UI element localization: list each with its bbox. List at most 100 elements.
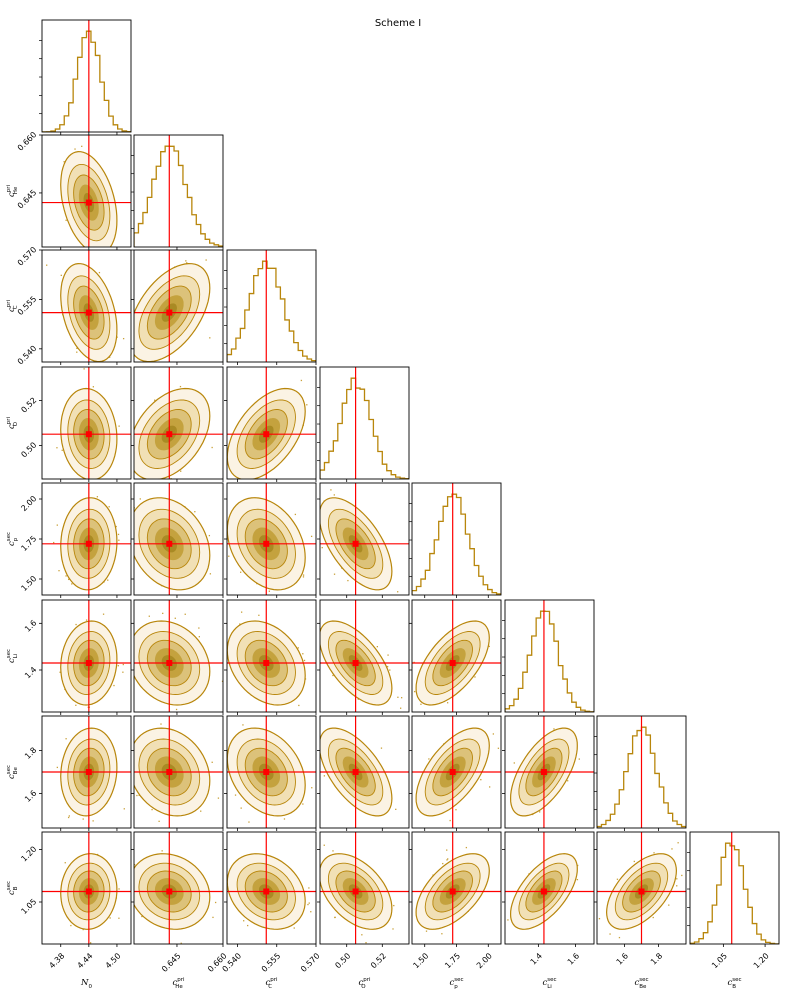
x-tick-label-N0: 4.38 xyxy=(47,951,66,970)
x-tick-label-c_C_pri: 0.570 xyxy=(299,951,322,974)
panel-c_p_sec-vs-c_C_pri xyxy=(224,482,317,598)
x-tick-label-c_p_sec: 1.50 xyxy=(411,951,430,970)
y-tick-label-c_He_pri: 0.645 xyxy=(16,188,39,211)
panel-c_C_pri-vs-c_He_pri xyxy=(131,249,224,365)
y-axis-label-c_p_sec: csecp xyxy=(6,532,19,546)
y-tick-label-c_B_sec: 1.20 xyxy=(19,845,38,864)
panel-c_B_sec-vs-c_p_sec: 1.50 1.75 2.00 xyxy=(409,831,502,970)
x-axis-label-c_O_pri: cpri O xyxy=(358,977,371,990)
truth-marker xyxy=(449,888,456,895)
y-axis-label-c_Li_sec: csecLi xyxy=(6,649,19,663)
truth-marker xyxy=(85,199,92,206)
panel-c_B_sec-vs-c_O_pri: 0.50 0.52 xyxy=(317,831,410,970)
panel-frame xyxy=(41,366,132,480)
panel-frame xyxy=(319,715,410,829)
y-axis-label-c_C_pri: cpriC xyxy=(6,300,19,313)
y-tick-label-c_He_pri: 0.660 xyxy=(16,130,39,153)
histogram-c_p_sec xyxy=(412,493,501,595)
panel-frame xyxy=(596,831,687,945)
panel-frame xyxy=(596,715,687,829)
y-axis-label-c_O_pri: cpriO xyxy=(6,417,19,430)
truth-marker xyxy=(449,769,456,775)
truth-marker xyxy=(540,769,547,775)
panel-c_p_sec-vs-c_p_sec xyxy=(409,482,502,598)
truth-marker xyxy=(263,660,270,666)
x-tick-label-c_p_sec: 1.75 xyxy=(443,951,462,970)
panel-frame xyxy=(504,715,595,829)
y-tick-label-c_p_sec: 1.75 xyxy=(19,534,38,553)
truth-marker xyxy=(85,769,92,775)
panel-c_B_sec-vs-c_B_sec: 1.05 1.20 xyxy=(687,831,780,970)
truth-marker xyxy=(638,888,645,895)
panel-c_Li_sec-vs-c_Li_sec xyxy=(502,599,595,715)
truth-marker xyxy=(263,769,270,775)
truth-marker xyxy=(263,888,270,895)
y-tick-label-c_p_sec: 1.50 xyxy=(19,574,38,593)
histogram-N0 xyxy=(42,30,131,132)
panel-c_O_pri-vs-c_C_pri xyxy=(224,366,317,482)
histogram-c_Li_sec xyxy=(505,610,594,712)
y-tick-label-c_Be_sec: 1.6 xyxy=(23,789,38,804)
panel-c_Be_sec-vs-c_C_pri xyxy=(224,715,317,831)
panel-frame xyxy=(41,19,132,133)
truth-marker xyxy=(85,431,92,438)
x-tick-label-c_Li_sec: 1.4 xyxy=(529,951,544,966)
panel-N0-vs-N0 xyxy=(39,19,132,135)
panel-c_O_pri-vs-N0: 0.50 0.52 xyxy=(19,366,132,482)
panel-c_Li_sec-vs-c_O_pri xyxy=(317,599,410,715)
y-tick-label-c_p_sec: 2.00 xyxy=(19,494,38,513)
truth-marker xyxy=(166,309,173,316)
panel-c_p_sec-vs-N0: 1.50 1.75 2.00 xyxy=(19,482,132,598)
x-tick-label-c_O_pri: 0.50 xyxy=(333,951,352,970)
truth-marker xyxy=(166,540,173,547)
y-tick-label-c_O_pri: 0.52 xyxy=(19,396,38,415)
panel-frame xyxy=(504,831,595,945)
panel-frame xyxy=(226,366,317,480)
y-tick-label-c_C_pri: 0.540 xyxy=(16,344,39,367)
truth-marker xyxy=(352,540,359,547)
x-axis-label-c_C_pri: cpri C xyxy=(265,977,278,990)
y-tick-label-c_O_pri: 0.50 xyxy=(19,440,38,459)
x-axis-label-c_Be_sec: csec Be xyxy=(634,977,648,990)
x-tick-label-c_p_sec: 2.00 xyxy=(475,951,494,970)
y-axis-label-c_B_sec: csecB xyxy=(6,881,19,895)
panel-frame xyxy=(319,831,410,945)
x-tick-label-c_C_pri: 0.555 xyxy=(260,951,283,974)
panel-frame xyxy=(319,366,410,480)
truth-marker xyxy=(540,888,547,895)
y-tick-label-c_B_sec: 1.05 xyxy=(19,897,38,916)
panel-frame xyxy=(41,134,132,248)
x-axis-label-c_B_sec: csec B xyxy=(727,977,741,990)
histogram-c_O_pri xyxy=(320,377,409,479)
x-axis-label-c_He_pri: cpri He xyxy=(172,977,185,990)
x-tick-label-N0: 4.44 xyxy=(76,951,95,970)
panel-c_B_sec-vs-c_C_pri: 0.540 0.555 0.570 xyxy=(221,831,322,974)
x-tick-label-c_He_pri: 0.645 xyxy=(160,951,183,974)
panel-frame xyxy=(41,715,132,829)
x-axis-label-N0: N0 xyxy=(80,978,92,990)
panel-frame xyxy=(41,599,132,713)
truth-marker xyxy=(85,888,92,895)
truth-marker xyxy=(449,660,456,666)
truth-marker xyxy=(85,660,92,666)
x-tick-label-N0: 4.50 xyxy=(104,951,123,970)
panel-frame xyxy=(133,249,224,363)
panel-c_p_sec-vs-c_O_pri xyxy=(317,482,410,598)
truth-marker xyxy=(166,769,173,775)
truth-marker xyxy=(352,660,359,666)
x-tick-label-c_Li_sec: 1.6 xyxy=(566,951,581,966)
panel-frame xyxy=(226,831,317,945)
x-tick-label-c_Be_sec: 1.8 xyxy=(649,951,664,966)
panel-frame xyxy=(133,831,224,945)
panel-c_He_pri-vs-c_He_pri xyxy=(131,134,224,250)
histogram-c_C_pri xyxy=(227,260,316,362)
truth-marker xyxy=(352,769,359,775)
panel-c_Be_sec-vs-c_O_pri xyxy=(317,715,410,831)
panel-frame xyxy=(319,599,410,713)
histogram-c_B_sec xyxy=(690,842,779,944)
panel-c_Li_sec-vs-c_C_pri xyxy=(224,599,317,715)
truth-marker xyxy=(263,540,270,547)
panel-c_B_sec-vs-c_Li_sec: 1.4 1.6 xyxy=(502,831,595,967)
